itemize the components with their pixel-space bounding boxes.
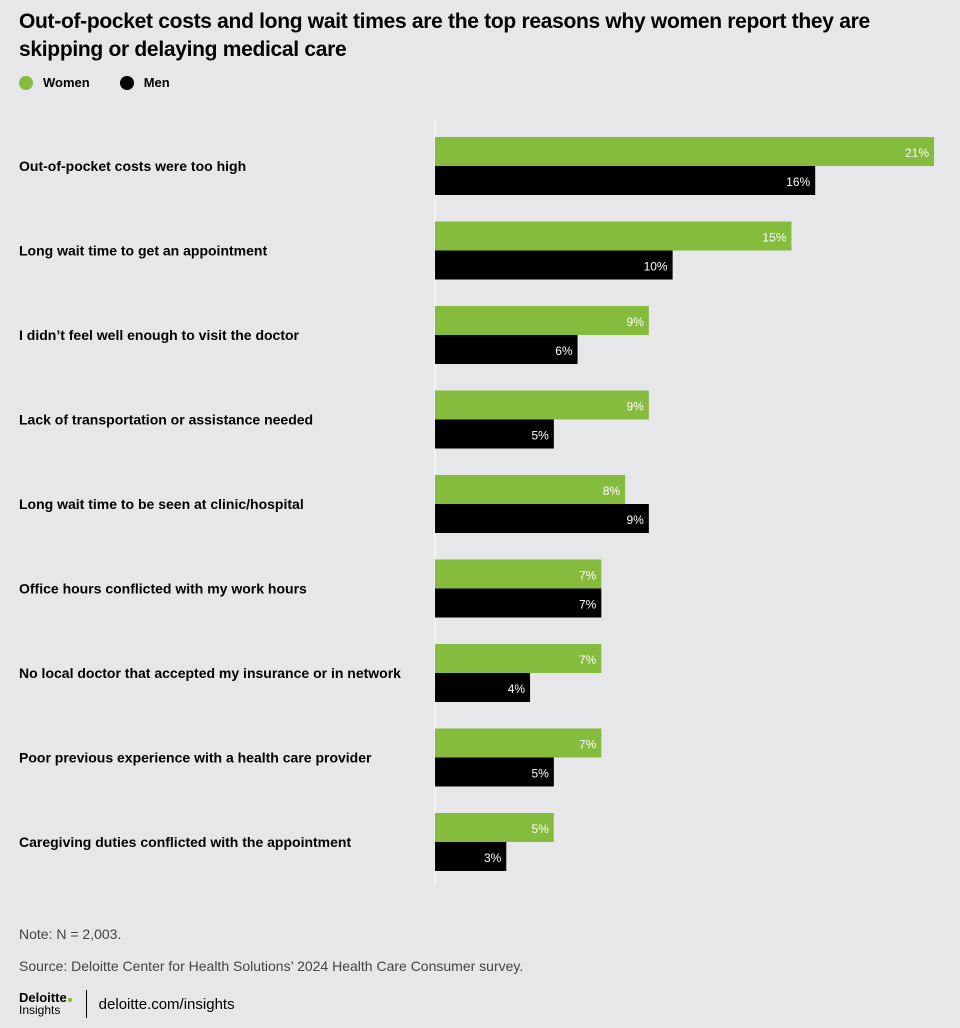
category-label: Caregiving duties conflicted with the ap… xyxy=(19,834,351,850)
category-label: Long wait time to get an appointment xyxy=(19,243,267,259)
bar-women xyxy=(435,137,934,166)
footer-url: deloitte.com/insights xyxy=(98,995,235,1013)
logo-dot xyxy=(67,998,72,1002)
bar-women xyxy=(435,390,649,420)
bar-women xyxy=(435,306,649,335)
logo-brand: Deloitte xyxy=(19,990,67,1005)
data-label-women: 9% xyxy=(627,400,645,414)
data-label-men: 9% xyxy=(627,513,645,527)
footer: Deloitte Insights deloitte.com/insights xyxy=(19,990,235,1018)
category-label: Long wait time to be seen at clinic/hosp… xyxy=(19,496,304,512)
bar-chart: Out-of-pocket costs were too high 21% 16% L… xyxy=(19,120,934,886)
bar-men xyxy=(435,504,649,533)
data-label-men: 6% xyxy=(555,344,573,358)
bar-women xyxy=(435,559,602,589)
data-label-women: 8% xyxy=(603,484,621,498)
bar-women xyxy=(435,644,602,673)
bar-men xyxy=(435,842,507,871)
data-label-women: 7% xyxy=(579,653,597,667)
category-label: Office hours conflicted with my work hou… xyxy=(19,581,307,597)
bar-men xyxy=(435,673,531,702)
bar-men xyxy=(435,166,816,195)
bar-men xyxy=(435,757,554,787)
category-label: Out-of-pocket costs were too high xyxy=(19,158,246,174)
legend-item-women: Women xyxy=(19,75,90,90)
legend: Women Men xyxy=(19,75,200,90)
footer-divider xyxy=(85,990,87,1018)
data-label-women: 15% xyxy=(762,231,786,245)
data-label-men: 5% xyxy=(531,429,549,443)
category-label: No local doctor that accepted my insuran… xyxy=(19,665,401,681)
data-label-women: 5% xyxy=(531,822,549,836)
legend-item-men: Men xyxy=(119,75,170,90)
bar-men xyxy=(435,419,554,449)
legend-label-men: Men xyxy=(143,75,170,90)
data-label-men: 7% xyxy=(579,598,597,612)
data-label-men: 5% xyxy=(531,767,549,781)
bar-women xyxy=(435,813,554,842)
data-label-women: 21% xyxy=(905,146,929,160)
bar-men xyxy=(435,588,602,618)
data-label-men: 16% xyxy=(786,175,810,189)
data-label-women: 9% xyxy=(627,315,645,329)
category-label: Lack of transportation or assistance nee… xyxy=(19,412,313,428)
data-label-men: 4% xyxy=(508,682,526,696)
chart-title: Out-of-pocket costs and long wait times … xyxy=(19,10,870,61)
bar-men xyxy=(435,335,578,364)
note-text: Note: N = 2,003. xyxy=(19,926,122,942)
data-label-women: 7% xyxy=(579,569,597,583)
deloitte-insights-logo: Deloitte Insights xyxy=(19,991,72,1017)
bar-women xyxy=(435,221,792,251)
bar-men xyxy=(435,250,673,280)
category-label: I didn’t feel well enough to visit the d… xyxy=(19,327,300,343)
logo-sub: Insights xyxy=(19,1003,61,1017)
legend-swatch-women xyxy=(19,75,33,90)
source-text: Source: Deloitte Center for Health Solut… xyxy=(19,958,524,974)
bar-women xyxy=(435,728,602,758)
data-label-men: 3% xyxy=(484,851,502,865)
data-label-men: 10% xyxy=(644,260,668,274)
bar-women xyxy=(435,475,626,504)
category-label: Poor previous experience with a health c… xyxy=(19,750,372,766)
legend-swatch-men xyxy=(119,75,134,90)
legend-label-women: Women xyxy=(43,75,90,90)
data-label-women: 7% xyxy=(579,738,597,752)
